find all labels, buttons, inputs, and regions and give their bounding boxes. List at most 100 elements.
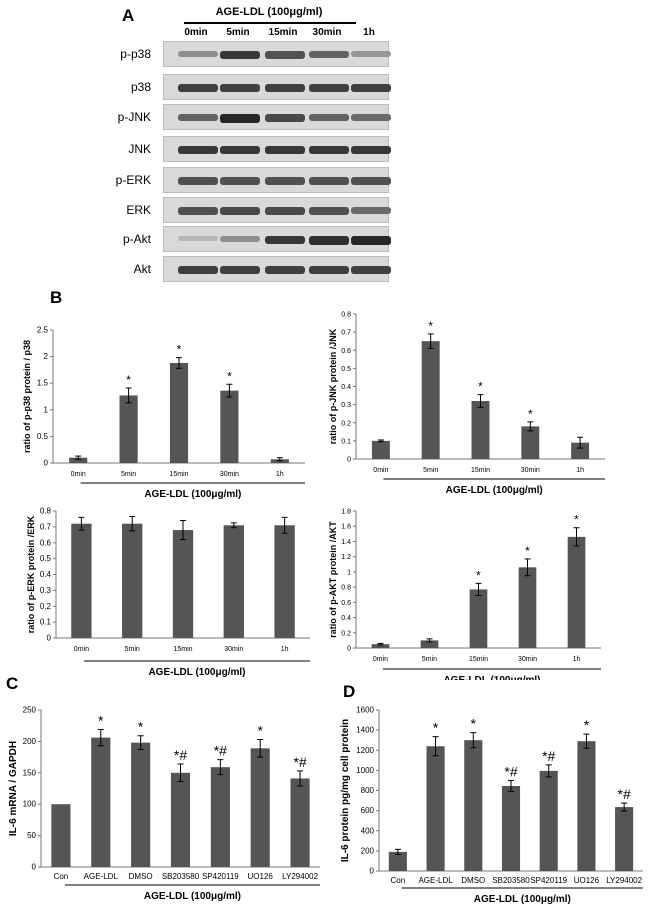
y-tick-label: 400 — [361, 826, 375, 835]
y-tick-label: 0.2 — [341, 420, 351, 427]
y-tick-label: 0.4 — [341, 384, 351, 391]
significance-marker: *# — [214, 743, 227, 759]
bar — [388, 851, 407, 871]
bar — [91, 737, 111, 867]
y-tick-label: 0.4 — [341, 615, 351, 622]
chart-p-jnk-ratio: 0 0.1 0.2 0.3 0.4 0.5 0.6 0.7 0.8 0min * 5min * 15min… — [328, 312, 605, 496]
blot-band — [220, 266, 260, 274]
y-tick-label: 0.3 — [40, 586, 52, 595]
panel-a-letter: A — [122, 6, 135, 25]
bar — [421, 341, 440, 459]
blot-band — [309, 146, 349, 154]
bar — [250, 748, 270, 867]
blot-row-label: JNK — [128, 142, 151, 156]
y-tick-label: 1000 — [356, 766, 374, 775]
blot-band — [351, 114, 391, 121]
y-tick-label: 0.6 — [341, 348, 351, 355]
y-tick-label: 1600 — [356, 706, 374, 715]
y-tick-label: 0.7 — [40, 522, 52, 531]
bar — [567, 536, 586, 648]
x-tick-label: 15min — [169, 471, 188, 478]
blot-row-label: p-Akt — [122, 232, 151, 246]
x-tick-label: 5min — [121, 471, 136, 478]
bar — [420, 640, 439, 648]
x-tick-label: SB203580 — [492, 876, 530, 885]
y-tick-label: 1.2 — [341, 554, 351, 561]
y-tick-label: 0.8 — [341, 585, 351, 592]
blot-time-label: 0min — [184, 27, 208, 38]
x-tick-label: 5min — [423, 467, 438, 474]
blot-band — [351, 207, 391, 214]
bar — [172, 530, 194, 638]
blot-band — [178, 146, 218, 154]
bar — [464, 740, 483, 871]
bar — [69, 457, 88, 463]
blot-band — [178, 266, 218, 274]
x-tick-label: DMSO — [461, 876, 485, 885]
blot-band — [220, 146, 260, 154]
blot-strip — [163, 104, 391, 130]
bar — [518, 567, 537, 648]
blot-band — [178, 207, 218, 215]
y-tick-label: 0.6 — [40, 538, 52, 547]
blot-time-label: 15min — [268, 27, 298, 38]
significance-marker: * — [433, 720, 439, 736]
y-tick-label: 0 — [347, 457, 351, 464]
bar — [426, 746, 445, 871]
blot-band — [220, 84, 260, 92]
bar — [131, 742, 151, 867]
x-tick-label: AGE-LDL — [84, 872, 119, 881]
significance-marker: * — [126, 373, 131, 387]
y-tick-label: 1.8 — [341, 509, 351, 516]
chart-p-p38-ratio: 0 0.5 1 1.5 2 2.5 0min * 5min * 15min * 30min 1h AGE-L… — [22, 326, 305, 500]
x-tick-label: 30min — [518, 656, 537, 663]
blot-band — [265, 146, 305, 154]
bar — [539, 770, 558, 871]
x-tick-label: 0min — [71, 471, 86, 478]
y-tick-label: 0.1 — [341, 438, 351, 445]
blot-strip — [163, 41, 391, 67]
x-tick-label: SP420119 — [530, 876, 567, 885]
significance-marker: * — [177, 343, 182, 357]
y-tick-label: 100 — [23, 800, 37, 809]
x-axis-label: AGE-LDL (100μg/ml) — [144, 489, 241, 500]
x-tick-label: 5min — [125, 646, 140, 653]
x-tick-label: 15min — [469, 656, 488, 663]
blot-band — [220, 177, 260, 185]
y-tick-label: 0 — [47, 634, 52, 643]
x-tick-label: 0min — [373, 656, 388, 663]
significance-marker: * — [528, 407, 533, 421]
y-tick-label: 1 — [44, 405, 49, 414]
x-axis-label: AGE-LDL (100μg/ml) — [443, 675, 540, 680]
x-tick-label: Con — [54, 872, 69, 881]
bar — [210, 767, 230, 867]
blot-band — [265, 114, 305, 122]
y-tick-label: 0 — [347, 646, 351, 653]
bar — [471, 401, 490, 459]
blot-band — [351, 266, 391, 274]
significance-marker: * — [525, 544, 530, 558]
y-tick-label: 0.2 — [40, 602, 52, 611]
blot-band — [265, 177, 305, 185]
bar — [274, 525, 295, 638]
y-axis-label: ratio of p-AKT protein /AKT — [328, 521, 338, 638]
x-tick-label: 1h — [573, 656, 581, 663]
blot-band — [178, 51, 218, 57]
panel-c-letter: C — [6, 674, 19, 693]
x-tick-label: 1h — [276, 471, 284, 478]
x-tick-label: AGE-LDL — [418, 876, 453, 885]
blot-band — [265, 51, 305, 59]
y-tick-label: 1.4 — [341, 539, 351, 546]
x-tick-label: 5min — [422, 656, 437, 663]
chart-p-akt-ratio: 0 0.2 0.4 0.6 0.8 1 1.2 1.4 1.6 1.8 0min 5min * 15min… — [328, 509, 601, 680]
blot-strip — [163, 197, 391, 223]
x-tick-label: 30min — [220, 471, 239, 478]
blot-band — [309, 207, 349, 215]
x-tick-label: 0min — [74, 646, 89, 653]
blot-band — [178, 84, 218, 92]
y-tick-label: 0.5 — [341, 366, 351, 373]
blot-band — [351, 84, 391, 92]
y-tick-label: 0 — [44, 459, 49, 468]
blot-band — [265, 236, 305, 244]
significance-marker: * — [478, 380, 483, 394]
